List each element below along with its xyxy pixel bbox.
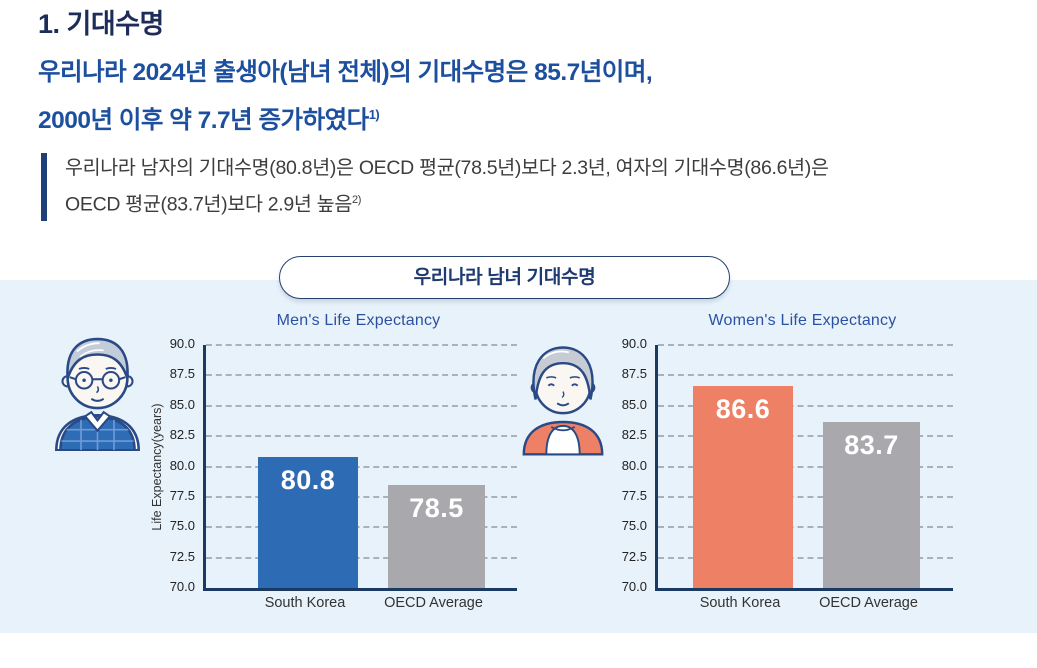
bar-value-label: 80.8 <box>280 464 336 495</box>
headline: 우리나라 2024년 출생아(남녀 전체)의 기대수명은 85.7년이며, 20… <box>38 52 653 142</box>
y-tick-label: 87.5 <box>621 366 647 382</box>
y-axis-label: Life Expectancy(years) <box>150 402 164 531</box>
y-tick-label: 72.5 <box>169 548 195 564</box>
y-tick-label: 82.5 <box>621 427 647 443</box>
section-pill-label: 우리나라 남녀 기대수명 <box>279 256 730 299</box>
bar-oecd-average: 78.5 <box>388 484 485 588</box>
headline-line-1: 우리나라 2024년 출생아(남녀 전체)의 기대수명은 85.7년이며, <box>38 59 653 86</box>
x-category-label: South Korea <box>264 595 346 611</box>
bar-value-label: 78.5 <box>409 492 464 523</box>
y-tick-label: 77.5 <box>621 487 647 503</box>
y-tick-label: 87.5 <box>169 366 195 382</box>
x-category-label: OECD Average <box>819 595 918 611</box>
y-tick-label: 70.0 <box>621 579 647 594</box>
y-tick-label: 90.0 <box>621 336 647 351</box>
bar-oecd-average: 83.7 <box>823 421 920 588</box>
y-tick-label: 82.5 <box>169 427 195 443</box>
gridline <box>658 465 953 468</box>
quote-line-1: 우리나라 남자의 기대수명(80.8년)은 OECD 평균(78.5년)보다 2… <box>65 157 829 179</box>
y-tick-label: 90.0 <box>169 336 195 351</box>
y-tick-label: 70.0 <box>169 579 195 594</box>
gridline <box>658 495 953 498</box>
gridline <box>206 556 517 559</box>
gridline <box>206 526 517 529</box>
gridline <box>658 404 953 407</box>
headline-line-2: 2000년 이후 약 7.7년 증가하였다1) <box>38 94 652 142</box>
page-title: 1. 기대수명 <box>38 9 164 39</box>
x-category-label: OECD Average <box>384 595 483 611</box>
gridline <box>206 435 517 438</box>
y-tick-label: 72.5 <box>621 548 647 564</box>
bar-value-label: 86.6 <box>715 394 771 425</box>
summary-quote-block: 우리나라 남자의 기대수명(80.8년)은 OECD 평균(78.5년)보다 2… <box>41 153 829 221</box>
footnote-2-marker: 2) <box>351 193 362 206</box>
gridline <box>658 556 953 559</box>
gridline <box>658 435 953 438</box>
elderly-man-icon <box>55 337 140 451</box>
chart-title: Men's Life Expectancy <box>276 312 441 329</box>
bar-south-korea: 86.6 <box>693 386 793 588</box>
x-category-label: South Korea <box>699 595 781 611</box>
chart-men-life-expectancy: Men's Life Expectancy 80.8 78.5 70.0 72.5 75.… <box>143 312 535 624</box>
gridline <box>206 374 517 377</box>
gridline <box>206 344 517 346</box>
y-tick-label: 85.0 <box>621 396 647 412</box>
gridline <box>658 526 953 529</box>
quote-line-2: OECD 평균(83.7년)보다 2.9년 높음2) <box>65 185 829 221</box>
chart-plot-area: 86.6 83.7 <box>655 344 953 591</box>
headline-line-2-text: 2000년 이후 약 7.7년 증가하였다 <box>38 107 369 135</box>
y-tick-label: 80.0 <box>169 457 195 473</box>
y-tick-label: 75.0 <box>169 518 195 534</box>
y-tick-label: 77.5 <box>169 487 195 503</box>
gridline <box>658 344 953 346</box>
chart-title: Women's Life Expectancy <box>708 312 897 329</box>
footnote-1-marker: 1) <box>368 107 380 122</box>
gridline <box>658 374 953 377</box>
y-tick-label: 80.0 <box>621 457 647 473</box>
gridline <box>206 465 517 468</box>
elderly-woman-icon <box>522 346 604 456</box>
y-tick-label: 85.0 <box>169 396 195 412</box>
gridline <box>206 404 517 407</box>
chart-women-life-expectancy: Women's Life Expectancy 86.6 83.7 70.0 72.5 7… <box>595 312 987 624</box>
chart-plot-area: 80.8 78.5 <box>203 344 517 591</box>
bar-value-label: 83.7 <box>844 429 899 460</box>
bar-south-korea: 80.8 <box>258 456 358 588</box>
gridline <box>206 495 517 498</box>
y-tick-label: 75.0 <box>621 518 647 534</box>
quote-line-2-text: OECD 평균(83.7년)보다 2.9년 높음 <box>65 193 352 215</box>
